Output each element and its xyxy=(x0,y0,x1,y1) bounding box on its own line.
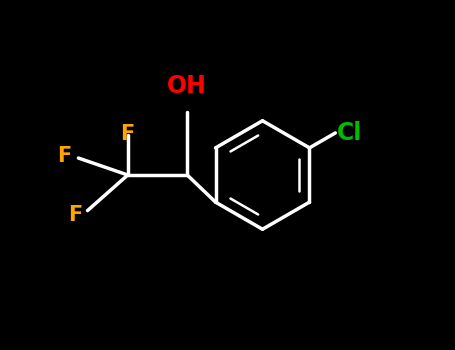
Text: F: F xyxy=(68,205,82,225)
Text: Cl: Cl xyxy=(337,121,363,145)
Text: OH: OH xyxy=(167,74,207,98)
Text: F: F xyxy=(57,146,72,166)
Text: F: F xyxy=(121,124,135,144)
